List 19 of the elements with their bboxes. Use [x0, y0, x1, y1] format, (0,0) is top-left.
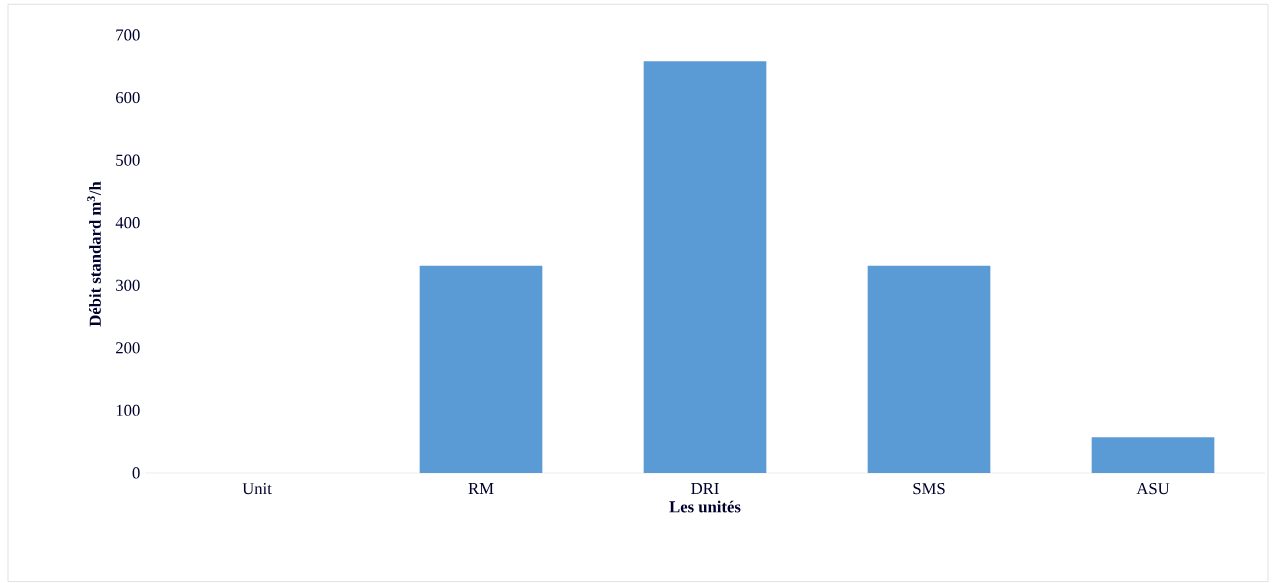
x-tick-label: SMS — [913, 483, 945, 495]
bar — [419, 265, 543, 473]
y-tick-label: 300 — [116, 279, 140, 291]
bar — [1091, 437, 1215, 473]
y-tick-label: 0 — [132, 467, 140, 479]
x-tick-label: ASU — [1136, 483, 1170, 495]
y-tick-label: 200 — [116, 342, 140, 354]
y-tick-label: 600 — [116, 91, 140, 104]
y-axis-title: Débit standard m$^{3}$/h — [87, 181, 101, 327]
bar — [643, 61, 767, 473]
x-axis-title: Les unités — [669, 500, 741, 513]
bar — [867, 265, 991, 473]
x-tick-label: DRI — [691, 483, 719, 494]
y-tick-label: 100 — [116, 404, 140, 417]
y-tick-label: 400 — [115, 217, 140, 229]
x-tick-label: Unit — [242, 483, 272, 495]
y-tick-label: 500 — [116, 154, 140, 166]
x-tick-label: RM — [468, 483, 494, 494]
y-tick-label: 700 — [116, 29, 140, 41]
